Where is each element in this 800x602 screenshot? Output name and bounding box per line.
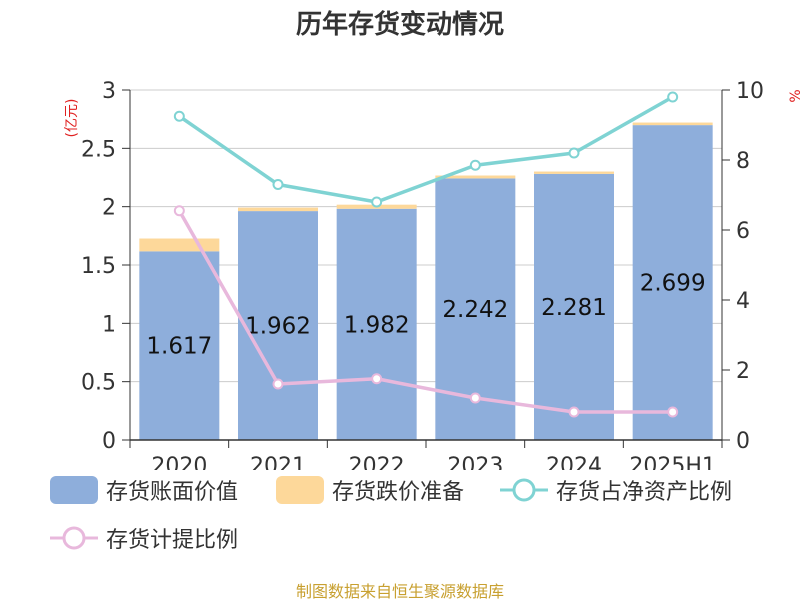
ratio-point <box>371 196 383 208</box>
bar-data-label: 1.617 <box>146 334 212 360</box>
legend-swatch-reserve <box>276 476 324 504</box>
bar-data-label: 2.699 <box>640 271 706 297</box>
x-tick-label: 2025H1 <box>629 454 716 470</box>
y-left-tick-label: 3 <box>102 79 116 104</box>
bar-reserve <box>435 175 516 179</box>
y-right-tick-label: 10 <box>736 79 764 104</box>
y-right-axis-label: % <box>788 89 800 102</box>
provision-point <box>371 373 383 385</box>
y-left-tick-label: 1 <box>102 312 116 337</box>
bar-reserve <box>238 207 318 212</box>
bar-reserve <box>632 122 713 126</box>
ratio-line <box>178 95 674 204</box>
bar-book-value <box>336 208 417 440</box>
provision-point <box>469 392 481 404</box>
y-right-tick-label: 0 <box>736 429 750 454</box>
legend-swatch-provision <box>50 526 98 550</box>
legend-swatch-ratio <box>500 478 548 502</box>
y-left-axis-label: (亿元) <box>64 99 80 138</box>
provision-point <box>667 406 679 418</box>
provision-point <box>568 406 580 418</box>
bar-data-label: 1.962 <box>245 314 311 340</box>
legend-item-reserve[interactable]: 存货跌价准备 <box>276 474 464 506</box>
y-left-tick-label: 2.5 <box>81 137 116 162</box>
legend-label-ratio: 存货占净资产比例 <box>556 480 733 505</box>
legend-item-book-value[interactable]: 存货账面价值 <box>50 474 238 506</box>
bar-book-value <box>238 211 318 440</box>
x-tick-label: 2022 <box>349 454 405 470</box>
x-tick-label: 2024 <box>546 454 602 470</box>
source-footer: 制图数据来自恒生聚源数据库 <box>295 582 504 601</box>
bar-reserve <box>139 238 220 252</box>
x-tick-label: 2023 <box>447 454 503 470</box>
provision-point <box>173 205 185 217</box>
legend-swatch-book-value <box>50 476 98 504</box>
bar-book-value <box>139 251 220 440</box>
y-left-tick-label: 1.5 <box>81 254 116 279</box>
chart-canvas: 0 0.5 1 1.5 2 2.5 3 0 2 4 6 8 10 (亿元)% 1.617 1.962 1.982… <box>64 79 800 470</box>
bar-data-label: 2.242 <box>442 297 508 323</box>
ratio-point <box>568 147 580 159</box>
y-right-tick-label: 4 <box>736 289 750 314</box>
y-right-tick-label: 8 <box>736 149 750 174</box>
y-right-tick-label: 6 <box>736 219 750 244</box>
bar-book-value <box>632 125 713 440</box>
x-tick-label: 2021 <box>250 454 306 470</box>
ratio-point <box>272 179 284 190</box>
y-left-tick-label: 0 <box>102 429 116 454</box>
legend: 存货账面价值 存货跌价准备 存货占净资产比例 存货计提比例 <box>0 468 800 568</box>
legend-item-provision[interactable]: 存货计提比例 <box>50 522 238 554</box>
bar-reserve <box>534 171 614 174</box>
ratio-point <box>173 110 185 122</box>
legend-label-reserve: 存货跌价准备 <box>332 480 465 505</box>
bar-data-label: 1.982 <box>344 312 410 338</box>
bar-data-label: 2.281 <box>541 295 607 321</box>
ratio-point <box>667 91 679 103</box>
provision-point <box>272 378 284 390</box>
chart-title: 历年存货变动情况 <box>295 10 504 40</box>
y-left-tick-label: 2 <box>102 196 116 221</box>
legend-label-book-value: 存货账面价值 <box>106 480 239 505</box>
legend-item-ratio[interactable]: 存货占净资产比例 <box>500 474 732 506</box>
y-right-tick-label: 2 <box>736 359 750 384</box>
x-tick-label: 2020 <box>151 454 207 470</box>
ratio-point <box>469 159 481 171</box>
legend-label-provision: 存货计提比例 <box>106 528 239 553</box>
provision-line <box>177 209 673 414</box>
y-left-tick-label: 0.5 <box>81 371 116 396</box>
bar-book-value <box>534 173 614 440</box>
